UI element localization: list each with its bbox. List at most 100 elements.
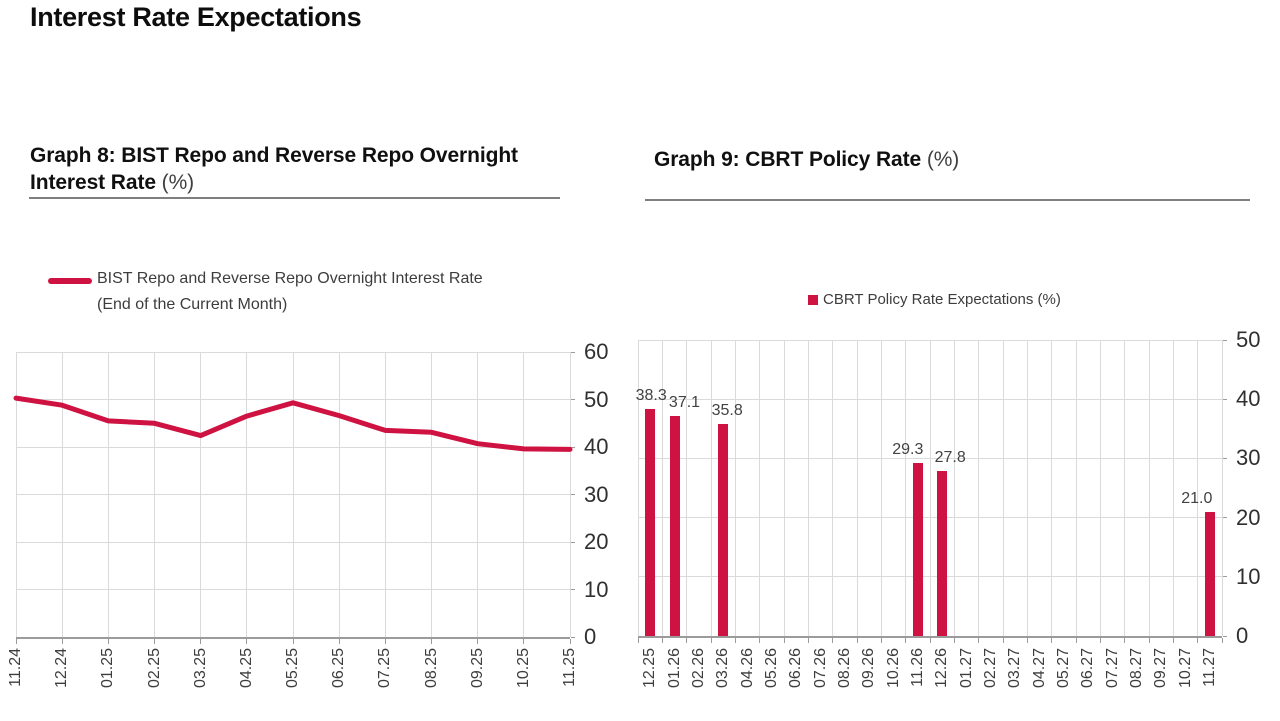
x-axis-tick	[929, 638, 931, 643]
x-axis-label: 10.25	[514, 648, 532, 689]
x-axis-tick	[978, 638, 980, 643]
gridline-v	[734, 340, 736, 636]
gridline-v	[686, 340, 688, 636]
x-axis-tick	[1221, 638, 1223, 643]
x-axis-tick	[637, 638, 639, 643]
x-axis-tick	[661, 638, 663, 643]
y-axis-label: 30	[1236, 445, 1261, 471]
y-axis-label: 60	[584, 339, 609, 364]
y-axis-tick	[571, 446, 575, 448]
y-axis-tick	[1223, 339, 1227, 341]
y-axis-label: 50	[584, 386, 609, 412]
x-axis-tick	[1002, 638, 1004, 643]
gridline-v	[1172, 340, 1174, 636]
x-axis-label: 10.27	[1176, 648, 1194, 689]
x-axis-label: 12.25	[641, 648, 659, 689]
gridline-v	[15, 352, 17, 637]
bar-label: 29.3	[892, 440, 924, 458]
graph8-legend-label-line1: BIST Repo and Reverse Repo Overnight Int…	[97, 270, 483, 287]
y-axis-tick	[1223, 398, 1227, 400]
bar	[1204, 511, 1215, 636]
x-axis-tick	[1099, 638, 1101, 643]
x-axis-tick	[384, 639, 386, 644]
x-axis-tick	[759, 638, 761, 643]
x-axis-label: 01.25	[99, 648, 117, 689]
x-axis-tick	[569, 639, 571, 644]
y-axis-tick	[1223, 457, 1227, 459]
gridline-v	[477, 352, 479, 637]
x-axis-label: 08.26	[835, 648, 853, 689]
gridline-v	[978, 340, 980, 636]
graph8-legend-label-line2: (End of the Current Month)	[97, 296, 288, 313]
x-axis-label: 08.27	[1127, 648, 1145, 689]
page-title: Interest Rate Expectations	[30, 2, 362, 32]
x-axis-tick	[880, 638, 882, 643]
x-axis-tick	[1051, 638, 1053, 643]
y-axis-label: 0	[584, 624, 597, 649]
gridline-v	[637, 340, 639, 636]
x-axis-line	[16, 637, 570, 639]
gridline-v	[759, 340, 761, 636]
x-axis-tick	[1197, 638, 1199, 643]
x-axis-tick	[1075, 638, 1077, 643]
graph8-title-line1: Graph 8: BIST Repo and Reverse Repo Over…	[30, 144, 518, 167]
x-axis-tick	[734, 638, 736, 643]
gridline-v	[905, 340, 907, 636]
x-axis-tick	[710, 638, 712, 643]
bar	[912, 462, 923, 636]
graph8-legend: BIST Repo and Reverse Repo Overnight Int…	[48, 266, 548, 318]
x-axis-label: 04.25	[237, 648, 255, 689]
x-axis-label: 11.27	[1200, 648, 1218, 687]
bar	[937, 471, 948, 636]
graph8-title: Graph 8: BIST Repo and Reverse Repo Over…	[30, 142, 630, 196]
gridline-v	[783, 340, 785, 636]
x-axis-tick	[1172, 638, 1174, 643]
x-axis-tick	[338, 639, 340, 644]
graph9-title-underline	[645, 199, 1250, 201]
gridline-v	[1124, 340, 1126, 636]
x-axis-label: 06.25	[330, 648, 348, 689]
gridline-v	[1099, 340, 1101, 636]
gridline-v	[154, 352, 155, 637]
x-axis-tick	[686, 638, 688, 643]
x-axis-label: 05.26	[762, 648, 780, 689]
bar-label: 27.8	[934, 449, 966, 467]
y-axis-label: 0	[1236, 623, 1249, 648]
x-axis-label: 07.26	[811, 648, 829, 689]
gridline-v	[807, 340, 809, 636]
x-axis-tick	[15, 639, 17, 644]
graph9-title: Graph 9: CBRT Policy Rate (%)	[654, 146, 1254, 173]
graph8-title-line2: Interest Rate	[30, 171, 156, 194]
y-axis-tick	[571, 541, 575, 543]
y-axis-tick	[571, 399, 575, 400]
bar	[645, 409, 656, 636]
x-axis-tick	[477, 639, 479, 644]
x-axis-label: 12.24	[53, 648, 71, 689]
x-axis-label: 03.26	[714, 648, 732, 689]
x-axis-label: 07.27	[1103, 648, 1121, 689]
x-axis-label: 03.25	[191, 648, 209, 689]
x-axis-tick	[832, 638, 834, 643]
bar-label: 35.8	[711, 402, 743, 420]
x-axis-label: 04.26	[738, 648, 756, 689]
gridline-v	[1051, 340, 1053, 636]
gridline-v	[953, 340, 955, 636]
x-axis-tick	[200, 639, 202, 644]
x-axis-tick	[523, 639, 525, 644]
line-series	[13, 395, 573, 452]
x-axis-label: 09.26	[860, 648, 878, 689]
y-axis-tick	[571, 589, 575, 590]
gridline-v	[107, 352, 109, 637]
x-axis-tick	[1148, 638, 1150, 643]
y-axis-label: 10	[584, 576, 609, 602]
gridline-v	[200, 352, 202, 637]
x-axis-tick	[431, 639, 432, 644]
x-axis-tick	[246, 639, 248, 644]
gridline-v	[710, 340, 712, 636]
x-axis-label: 05.27	[1054, 648, 1072, 689]
graph8-title-underline	[29, 197, 560, 199]
x-axis-label: 03.27	[1006, 648, 1024, 689]
x-axis-label: 11.26	[908, 648, 926, 687]
graph9-title-unit: (%)	[926, 148, 960, 171]
gridline-v	[338, 352, 340, 637]
